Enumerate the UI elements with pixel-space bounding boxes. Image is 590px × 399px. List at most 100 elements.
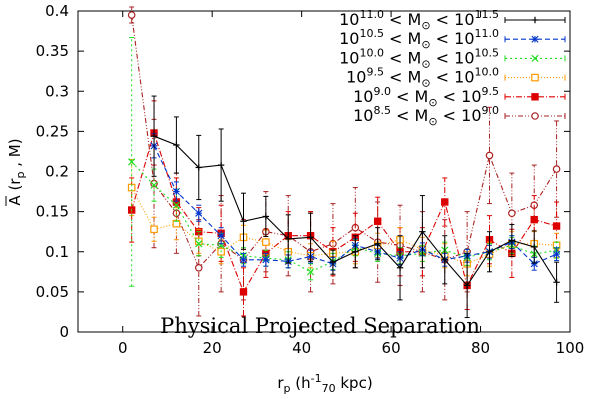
legend-label-part: < 10	[431, 10, 475, 29]
marker-shape	[508, 209, 516, 218]
series-line	[131, 14, 558, 269]
data-point	[374, 240, 381, 247]
data-point	[531, 35, 539, 43]
y-axis-title-main: A	[6, 195, 24, 206]
data-point	[240, 218, 247, 225]
legend-label-part: < M	[384, 68, 421, 87]
data-point	[239, 288, 248, 296]
data-point	[552, 222, 561, 230]
data-point	[217, 232, 225, 240]
error-bar	[263, 252, 269, 267]
marker-shape	[150, 225, 158, 234]
x-tick-label: 20	[203, 339, 222, 357]
legend-entry-4: 109.5 < M⊙ < 1010.0	[346, 66, 566, 90]
data-point	[396, 264, 404, 271]
y-tick-label: 0.35	[36, 42, 69, 60]
plot-area: 0 20 40 60 80 100 0 0.05 0.1 0.15 0.2 0.25 0.3 0.35 0.…	[36, 2, 585, 357]
error-bar	[486, 106, 492, 205]
data-point	[552, 165, 561, 173]
legend-label-part: 10.5	[359, 27, 384, 40]
marker-shape	[531, 93, 539, 101]
series-1	[150, 95, 560, 319]
legend-label-part: 10.0	[359, 46, 384, 59]
marker-shape	[552, 222, 561, 230]
axis-ticks: 0 20 40 60 80 100 0 0.05 0.1 0.15 0.2 0.25 0.3 0.35 0.…	[36, 2, 585, 357]
marker-shape	[531, 73, 539, 82]
data-point	[262, 213, 270, 220]
marker-shape	[239, 288, 248, 296]
x-tick-label: 0	[118, 339, 128, 357]
error-bar	[196, 231, 202, 257]
data-point	[531, 93, 539, 101]
data-point	[485, 151, 494, 160]
y-tick-label: 0.1	[45, 243, 69, 261]
data-point	[172, 201, 181, 209]
x-axis-title-sub2: 70	[322, 382, 336, 395]
series-4	[127, 158, 561, 277]
data-point	[239, 256, 248, 264]
data-point	[508, 209, 516, 218]
marker-shape	[373, 217, 382, 225]
data-point	[217, 161, 225, 169]
data-point	[531, 16, 539, 24]
legend-label-part: 10.0	[475, 66, 500, 79]
error-bar	[554, 247, 560, 262]
error-bar	[554, 120, 560, 218]
marker-stroke	[552, 250, 561, 258]
legend-label-part: ⊙	[421, 19, 430, 32]
error-bar	[129, 177, 135, 243]
marker-stroke	[172, 201, 181, 209]
legend-label-part: 10	[353, 87, 373, 106]
data-point	[352, 248, 359, 255]
data-point	[262, 238, 270, 246]
data-point	[531, 73, 539, 82]
data-point	[373, 217, 382, 225]
data-point	[531, 112, 539, 120]
marker-shape	[262, 238, 270, 246]
marker-stroke	[172, 187, 180, 196]
svg-text:A (rp , M): A (rp , M)	[6, 138, 27, 205]
legend-label-part: 9.5	[366, 66, 384, 79]
data-point	[262, 256, 270, 264]
series-layer	[127, 6, 561, 319]
series-line	[131, 131, 557, 294]
error-bar	[308, 263, 314, 281]
data-point	[127, 11, 136, 19]
data-point	[441, 256, 448, 263]
legend-label-part: < 10	[431, 48, 475, 67]
legend-label-part: < 10	[438, 87, 482, 106]
error-bar	[129, 6, 135, 24]
legend-entry-5: 109.0 < M⊙ < 109.5	[353, 85, 566, 109]
legend-label-part: 8.5	[373, 104, 391, 117]
marker-shape	[127, 11, 136, 19]
legend-label-part: < M	[391, 87, 428, 106]
data-point	[553, 279, 560, 286]
x-tick-label: 40	[292, 339, 311, 357]
data-point	[530, 260, 538, 268]
y-axis-title-rest: (r	[6, 178, 24, 196]
y-axis-title-close: , M)	[6, 138, 24, 171]
legend-label-part: 10	[346, 68, 366, 87]
data-point	[441, 198, 449, 206]
legend-label-part: 11.0	[475, 27, 500, 40]
y-tick-label: 0.2	[45, 163, 69, 181]
data-point	[307, 234, 314, 241]
legend-label-part: < 10	[431, 29, 475, 48]
marker-stroke	[195, 209, 203, 217]
data-point	[531, 54, 539, 63]
data-point	[463, 282, 471, 289]
legend-label-part: 9.5	[482, 85, 500, 98]
data-point	[173, 141, 180, 149]
y-tick-label: 0.4	[45, 2, 69, 20]
x-tick-label: 60	[382, 339, 401, 357]
y-tick-label: 0	[59, 323, 69, 341]
marker-shape	[441, 198, 449, 206]
data-point	[329, 258, 337, 266]
data-point	[552, 250, 561, 258]
x-axis-title-close: kpc)	[336, 374, 373, 392]
error-bar	[240, 252, 246, 267]
legend-label: 108.5 < M⊙ < 109.0	[353, 104, 499, 128]
y-tick-label: 0.05	[36, 283, 69, 301]
x-axis-title-open: (h	[290, 374, 310, 392]
